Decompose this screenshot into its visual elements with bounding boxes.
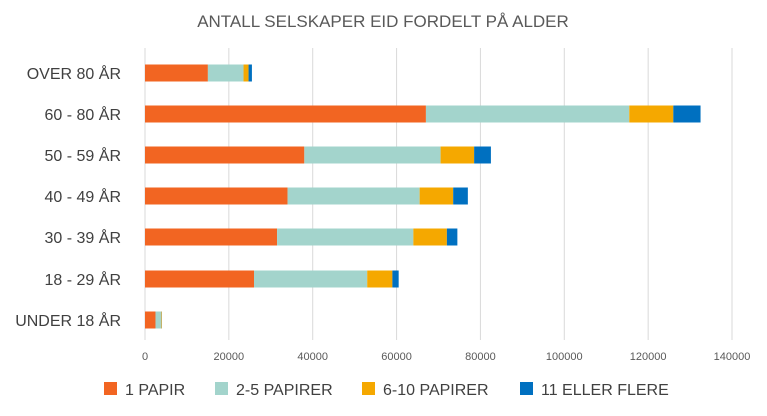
x-tick-label: 0 bbox=[142, 351, 148, 363]
bar-segment bbox=[145, 228, 278, 246]
legend-label: 6-10 PAPIRER bbox=[383, 382, 489, 399]
category-label: OVER 80 ÅR bbox=[27, 64, 121, 83]
legend-swatch bbox=[520, 382, 533, 395]
bar-segment bbox=[248, 64, 252, 82]
x-axis-ticks: 0 20000 40000 60000 80000 100000 120000 140000 bbox=[142, 351, 750, 363]
x-tick-label: 100000 bbox=[546, 351, 583, 363]
bar-segment bbox=[629, 105, 674, 123]
bar-segment bbox=[243, 64, 249, 82]
bar-segment bbox=[145, 270, 255, 288]
bar-segment bbox=[440, 146, 475, 164]
x-tick-label: 80000 bbox=[465, 351, 496, 363]
legend-swatch bbox=[215, 382, 228, 395]
x-tick-label: 40000 bbox=[297, 351, 328, 363]
legend-label: 1 PAPIR bbox=[125, 382, 185, 399]
legend-swatch bbox=[104, 382, 117, 395]
category-label: 30 - 39 ÅR bbox=[45, 228, 121, 247]
bar-segment bbox=[425, 105, 630, 123]
category-label: 60 - 80 ÅR bbox=[45, 105, 121, 124]
bar-segment bbox=[419, 187, 454, 205]
x-tick-label: 140000 bbox=[714, 351, 751, 363]
chart-title: ANTALL SELSKAPER EID FORDELT PÅ ALDER bbox=[197, 12, 569, 31]
bar-segment bbox=[413, 228, 447, 246]
bars bbox=[145, 64, 701, 329]
bar-segment bbox=[254, 270, 368, 288]
bar-segment bbox=[145, 187, 288, 205]
bar-segment bbox=[287, 187, 420, 205]
bar-segment bbox=[453, 187, 468, 205]
x-tick-label: 120000 bbox=[630, 351, 667, 363]
bar-segment bbox=[145, 105, 426, 123]
bar-segment bbox=[207, 64, 244, 82]
bar-segment bbox=[367, 270, 393, 288]
legend-swatch bbox=[362, 382, 375, 395]
x-tick-label: 20000 bbox=[214, 351, 245, 363]
category-label: 50 - 59 ÅR bbox=[45, 146, 121, 165]
legend: 1 PAPIR 2-5 PAPIRER 6-10 PAPIRER 11 ELLER F… bbox=[104, 382, 669, 399]
bar-segment bbox=[145, 64, 208, 82]
category-label: UNDER 18 ÅR bbox=[15, 311, 121, 330]
bar-segment bbox=[392, 270, 399, 288]
legend-label: 11 ELLER FLERE bbox=[541, 382, 669, 399]
bar-segment bbox=[145, 311, 156, 329]
bar-segment bbox=[277, 228, 414, 246]
legend-label: 2-5 PAPIRER bbox=[236, 382, 333, 399]
bar-segment bbox=[304, 146, 441, 164]
bar-segment bbox=[160, 311, 162, 329]
bar-segment bbox=[446, 228, 458, 246]
category-label: 18 - 29 ÅR bbox=[45, 270, 121, 289]
bar-segment bbox=[145, 146, 305, 164]
category-labels: OVER 80 ÅR 60 - 80 ÅR 50 - 59 ÅR 40 - 49 ÅR… bbox=[15, 64, 121, 330]
bar-segment bbox=[474, 146, 491, 164]
category-label: 40 - 49 ÅR bbox=[45, 187, 121, 206]
x-tick-label: 60000 bbox=[381, 351, 412, 363]
bar-segment bbox=[673, 105, 701, 123]
bar-segment bbox=[155, 311, 161, 329]
